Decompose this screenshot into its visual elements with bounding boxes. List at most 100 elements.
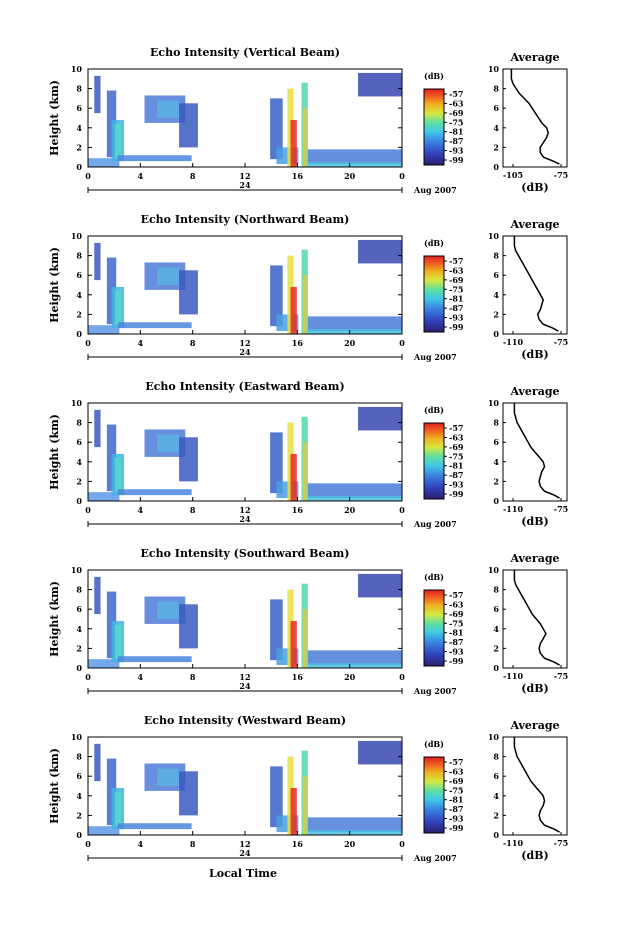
echo-region xyxy=(88,158,120,167)
x-tick-label: 12 xyxy=(239,505,250,515)
echo-region xyxy=(307,663,402,668)
colorbar-tick-label: -99 xyxy=(449,322,464,332)
y-tick-label: 2 xyxy=(76,810,82,820)
echo-region xyxy=(94,75,101,114)
colorbar-unit: (dB) xyxy=(424,405,444,415)
echo-region xyxy=(307,483,402,499)
y-tick-label: 0 xyxy=(76,329,82,339)
x-tick-label: 0 xyxy=(85,839,91,849)
y-tick-label: 0 xyxy=(76,162,82,172)
day-label: 24 xyxy=(239,180,251,190)
profile-x-tick-label: -110 xyxy=(503,504,523,514)
echo-heatmap xyxy=(88,573,402,668)
echo-region xyxy=(358,239,402,264)
profile-y-tick-label: 8 xyxy=(493,752,499,762)
colorbar-tick-label: -81 xyxy=(449,294,463,304)
x-tick-label: 0 xyxy=(399,672,405,682)
echo-region xyxy=(302,609,307,668)
y-tick-label: 10 xyxy=(71,732,83,742)
profile-frame xyxy=(502,736,568,836)
x-tick-label: 16 xyxy=(292,672,304,682)
profile-y-tick-label: 6 xyxy=(493,771,499,781)
x-tick-label: 20 xyxy=(344,672,356,682)
echo-region xyxy=(290,787,297,835)
profile-title: Average xyxy=(509,218,559,231)
colorbar-tick-label: -75 xyxy=(449,785,463,795)
profile-y-tick-label: 8 xyxy=(493,585,499,595)
colorbar xyxy=(423,422,445,500)
profile-y-tick-label: 0 xyxy=(493,496,499,506)
profile-y-tick-label: 10 xyxy=(488,64,500,74)
y-tick-label: 4 xyxy=(76,624,82,634)
echo-region xyxy=(157,267,180,285)
profile-title: Average xyxy=(509,385,559,398)
colorbar xyxy=(423,589,445,667)
y-tick-label: 4 xyxy=(76,791,82,801)
echo-region xyxy=(307,329,402,334)
colorbar-tick-label: -57 xyxy=(449,757,463,767)
x-tick-label: 0 xyxy=(399,171,405,181)
profile-y-tick-label: 6 xyxy=(493,437,499,447)
colorbar-tick-label: -93 xyxy=(449,480,464,490)
x-tick-label: 4 xyxy=(138,839,144,849)
profile-y-tick-label: 2 xyxy=(493,309,499,319)
x-tick-label: 20 xyxy=(344,338,356,348)
day-label: 24 xyxy=(239,681,251,691)
colorbar-tick-label: -93 xyxy=(449,814,464,824)
colorbar-tick-label: -81 xyxy=(449,628,463,638)
x-tick-label: 16 xyxy=(292,839,304,849)
echo-region xyxy=(358,406,402,431)
profile-y-tick-label: 8 xyxy=(493,251,499,261)
y-axis-label: Height (km) xyxy=(48,247,61,323)
profile-y-tick-label: 0 xyxy=(493,162,499,172)
profile-y-tick-label: 4 xyxy=(493,123,499,133)
colorbar-tick-label: -69 xyxy=(449,609,464,619)
x-tick-label: 4 xyxy=(138,672,144,682)
echo-region xyxy=(117,489,192,496)
echo-region xyxy=(157,100,180,118)
profile-y-tick-label: 8 xyxy=(493,418,499,428)
y-axis-label: Height (km) xyxy=(48,581,61,657)
y-tick-label: 2 xyxy=(76,142,82,152)
date-label: Aug 2007 xyxy=(413,352,457,362)
echo-region xyxy=(106,758,117,826)
profile-title: Average xyxy=(509,552,559,565)
y-tick-label: 6 xyxy=(76,604,82,614)
colorbar-tick-label: -81 xyxy=(449,795,463,805)
echo-region xyxy=(117,322,192,329)
profile-x-tick-label: -75 xyxy=(554,337,568,347)
echo-region xyxy=(157,601,180,619)
echo-heatmap xyxy=(88,406,402,501)
colorbar-tick-label: -63 xyxy=(449,432,464,442)
echo-region xyxy=(88,826,120,835)
echo-region xyxy=(307,830,402,835)
profile-frame xyxy=(502,569,568,669)
x-tick-label: 8 xyxy=(190,672,196,682)
echo-region xyxy=(114,123,121,158)
colorbar-tick-label: -87 xyxy=(449,637,463,647)
echo-region xyxy=(179,103,198,148)
day-label: 24 xyxy=(239,514,251,524)
y-tick-label: 4 xyxy=(76,290,82,300)
y-tick-label: 4 xyxy=(76,123,82,133)
x-tick-label: 12 xyxy=(239,171,250,181)
panel-title: Echo Intensity (Eastward Beam) xyxy=(145,380,344,393)
x-tick-label: 0 xyxy=(399,505,405,515)
y-tick-label: 8 xyxy=(76,251,82,261)
y-tick-label: 6 xyxy=(76,771,82,781)
echo-region xyxy=(358,740,402,765)
colorbar xyxy=(423,88,445,166)
echo-region xyxy=(270,766,283,828)
profile-y-tick-label: 8 xyxy=(493,84,499,94)
echo-region xyxy=(307,817,402,833)
profile-frame xyxy=(502,402,568,502)
colorbar-tick-label: -99 xyxy=(449,489,464,499)
echo-region xyxy=(302,108,307,167)
profile-line xyxy=(513,236,559,332)
y-axis-label: Height (km) xyxy=(48,414,61,490)
echo-region xyxy=(94,409,101,448)
profile-y-tick-label: 4 xyxy=(493,290,499,300)
echo-region xyxy=(270,432,283,494)
colorbar-unit: (dB) xyxy=(424,71,444,81)
